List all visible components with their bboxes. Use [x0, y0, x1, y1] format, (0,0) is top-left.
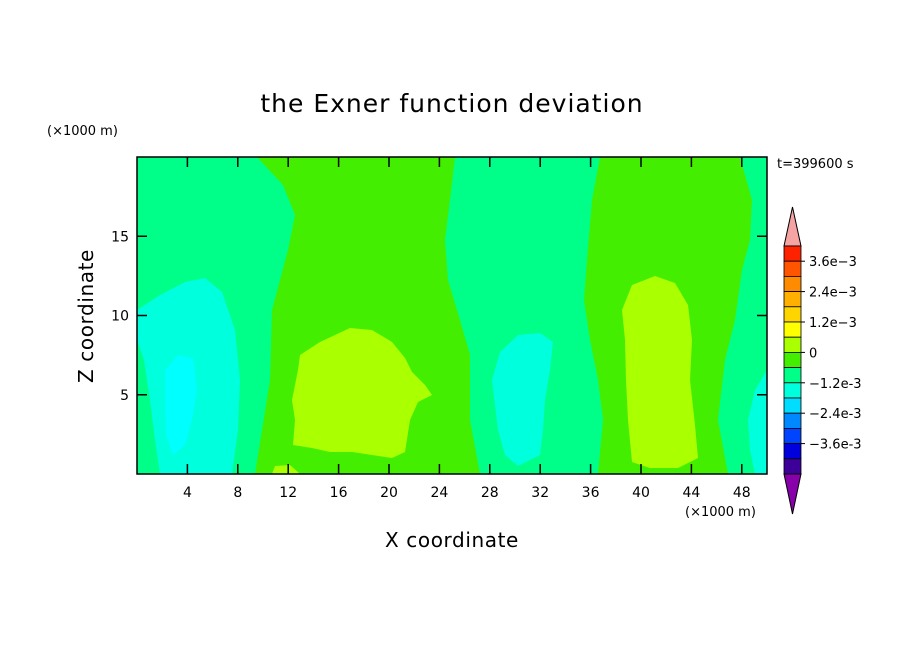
colorbar-swatch: [783, 306, 802, 323]
x-tick-label: 4: [183, 485, 192, 501]
y-axis-label: Z coordinate: [74, 249, 98, 383]
colorbar-label: 0: [809, 346, 817, 361]
x-tick-label: 12: [279, 485, 297, 501]
x-tick-label: 8: [233, 485, 242, 501]
colorbar-label: −1.2e-3: [809, 377, 862, 392]
colorbar-swatch: [783, 397, 802, 414]
colorbar-label: 3.6e−3: [809, 255, 857, 270]
x-tick-label: 16: [330, 485, 348, 501]
colorbar-swatch: [783, 412, 802, 429]
x-tick-label: 20: [380, 485, 398, 501]
x-tick-label: 24: [430, 485, 448, 501]
chart-title: the Exner function deviation: [260, 89, 643, 118]
colorbar-label: 1.2e−3: [809, 316, 857, 331]
y-tick-label: 15: [111, 229, 129, 245]
contour-region-cyan-core: [165, 355, 197, 455]
y-ticks: 5 10 15: [111, 229, 767, 404]
y-tick-label: 10: [111, 309, 129, 325]
x-ticks: 4 8 12 16 20 24 28 32 36 40 44 48: [183, 157, 751, 501]
colorbar-label: 2.4e−3: [809, 286, 857, 301]
contour-region-negative-center: [492, 333, 553, 466]
contour-region-negative-right: [748, 370, 767, 474]
colorbar-swatch: [783, 260, 802, 277]
time-label: t=399600 s: [777, 157, 854, 172]
colorbar-swatch: [783, 367, 802, 384]
colorbar-swatch: [783, 291, 802, 308]
contour-region-yellowgreen-right: [622, 276, 698, 468]
colorbar-top-arrow: [783, 206, 802, 247]
colorbar-swatch: [783, 351, 802, 368]
colorbar-swatch: [783, 275, 802, 292]
colorbar-swatch: [783, 336, 802, 353]
colorbar-swatch: [783, 443, 802, 460]
colorbar-swatch: [783, 321, 802, 338]
colorbar-bottom-arrow: [783, 473, 802, 515]
contour-region-yellowgreen-bottom: [272, 465, 300, 474]
colorbar-swatch: [783, 427, 802, 444]
colorbar-swatch: [783, 458, 802, 475]
x-axis-label: X coordinate: [385, 528, 519, 552]
x-tick-label: 32: [531, 485, 549, 501]
x-tick-label: 36: [582, 485, 600, 501]
colorbar-label: −2.4e-3: [809, 407, 862, 422]
y-unit-label: (×1000 m): [47, 124, 118, 139]
y-tick-label: 5: [120, 388, 129, 404]
colorbar-swatch: [783, 245, 802, 262]
x-unit-label: (×1000 m): [685, 505, 756, 520]
contour-field: [137, 157, 767, 474]
colorbar-label: −3.6e-3: [809, 438, 862, 453]
colorbar: 3.6e−3 2.4e−3 1.2e−3 0 −1.2e-3 −2.4e-3 −3.6e-3: [783, 206, 862, 515]
x-tick-label: 48: [733, 485, 751, 501]
colorbar-swatch: [783, 382, 802, 399]
x-tick-label: 28: [481, 485, 499, 501]
contour-region-yellowgreen-center: [292, 328, 432, 458]
x-tick-label: 40: [632, 485, 650, 501]
x-tick-label: 44: [682, 485, 700, 501]
